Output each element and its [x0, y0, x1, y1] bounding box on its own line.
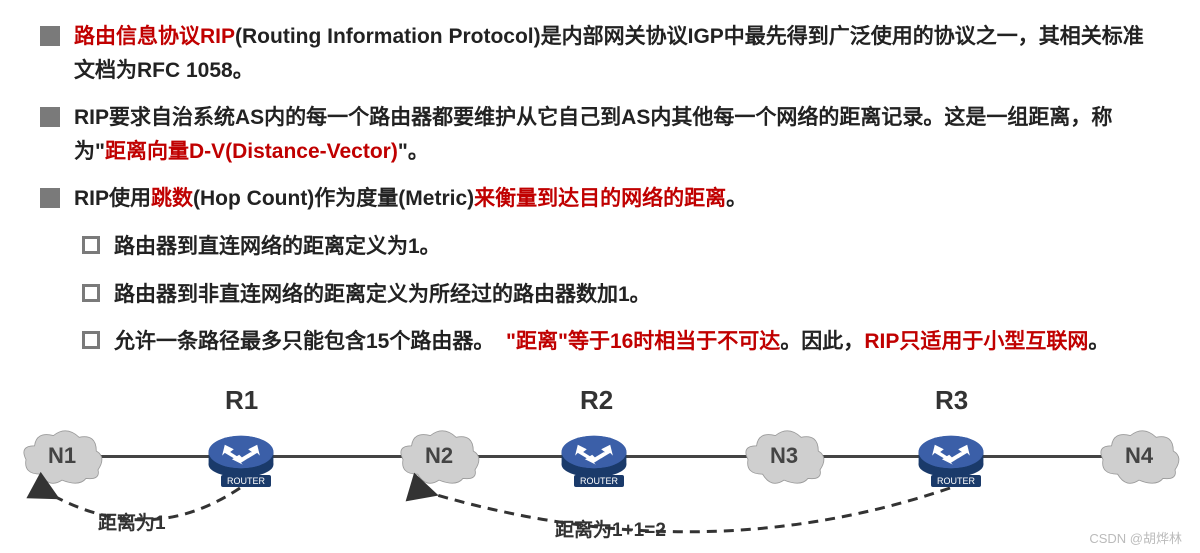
text-black: 允许一条路径最多只能包含15个路由器。 [114, 330, 494, 353]
bullet-1: 路由信息协议RIP(Routing Information Protocol)是… [40, 20, 1160, 87]
hollow-square-icon [82, 236, 100, 254]
sub-bullet-2-text: 路由器到非直连网络的距离定义为所经过的路由器数加1。 [114, 278, 1160, 312]
text-content: 路由信息协议RIP(Routing Information Protocol)是… [0, 0, 1200, 359]
sub-bullet-2: 路由器到非直连网络的距离定义为所经过的路由器数加1。 [40, 278, 1160, 312]
network-diagram: R1 R2 R3 N1 N2 N3 N4 ROUTER [0, 373, 1200, 553]
text-black: 。因此， [780, 330, 864, 353]
text-red: "距离"等于16时相当于不可达 [506, 330, 780, 353]
hollow-square-icon [82, 284, 100, 302]
sub-bullet-3-text: 允许一条路径最多只能包含15个路由器。 "距离"等于16时相当于不可达。因此，R… [114, 325, 1160, 359]
text-black: 。 [1088, 330, 1109, 353]
text-red: RIP只适用于小型互联网 [864, 330, 1088, 353]
square-bullet-icon [40, 188, 60, 208]
watermark: CSDN @胡烨林 [1089, 528, 1182, 547]
text-red: 来衡量到达目的网络的距离 [474, 187, 726, 210]
bullet-3-text: RIP使用跳数(Hop Count)作为度量(Metric)来衡量到达目的网络的… [74, 182, 1160, 216]
bullet-1-text: 路由信息协议RIP(Routing Information Protocol)是… [74, 20, 1160, 87]
bullet-3: RIP使用跳数(Hop Count)作为度量(Metric)来衡量到达目的网络的… [40, 182, 1160, 216]
text-red: 距离向量D-V(Distance-Vector) [105, 140, 398, 163]
text-red: 路由信息协议RIP [74, 25, 235, 48]
bullet-2: RIP要求自治系统AS内的每一个路由器都要维护从它自己到AS内其他每一个网络的距… [40, 101, 1160, 168]
square-bullet-icon [40, 107, 60, 127]
distance-label-2: 距离为1+1=2 [555, 515, 666, 542]
sub-bullet-1: 路由器到直连网络的距离定义为1。 [40, 230, 1160, 264]
sub-bullet-3: 允许一条路径最多只能包含15个路由器。 "距离"等于16时相当于不可达。因此，R… [40, 325, 1160, 359]
hollow-square-icon [82, 331, 100, 349]
bullet-2-text: RIP要求自治系统AS内的每一个路由器都要维护从它自己到AS内其他每一个网络的距… [74, 101, 1160, 168]
text-red: 跳数 [151, 187, 193, 210]
sub-bullet-1-text: 路由器到直连网络的距离定义为1。 [114, 230, 1160, 264]
text-black: 。 [726, 187, 747, 210]
text-black: (Hop Count)作为度量(Metric) [193, 187, 474, 210]
text-black: (Routing Information Protocol)是内部网关协议IGP… [74, 25, 1144, 82]
text-black: RIP使用 [74, 187, 151, 210]
square-bullet-icon [40, 26, 60, 46]
distance-label-1: 距离为1 [98, 508, 166, 535]
text-black: "。 [398, 140, 429, 163]
